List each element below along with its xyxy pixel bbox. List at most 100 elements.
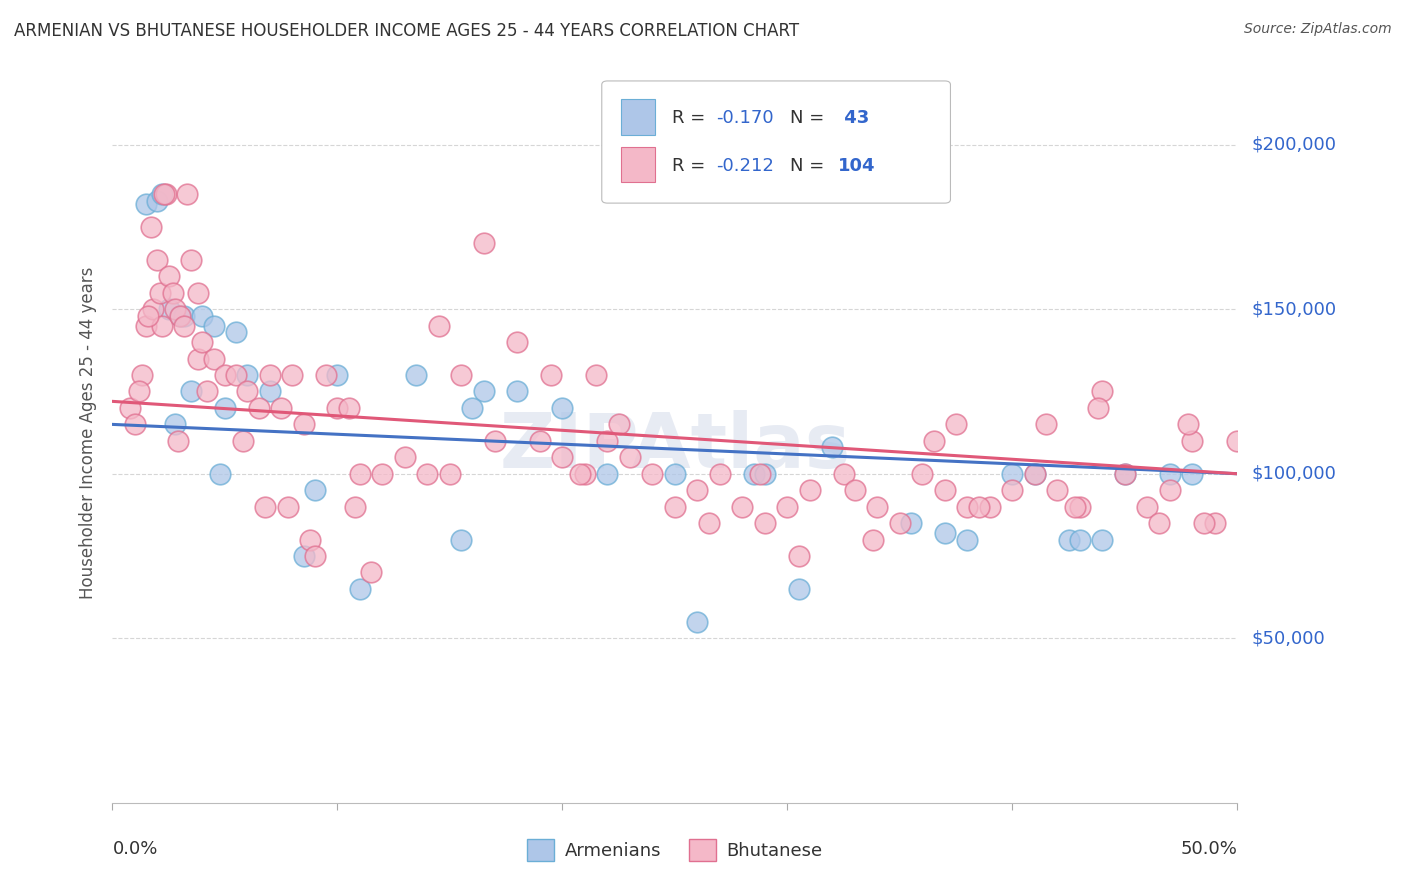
- Point: [1069, 500, 1091, 514]
- Point: [142, 302, 165, 317]
- Text: 43: 43: [838, 109, 869, 127]
- Point: [596, 434, 619, 448]
- Point: [259, 368, 281, 382]
- FancyBboxPatch shape: [621, 147, 655, 182]
- Point: [416, 467, 439, 481]
- Point: [731, 500, 754, 514]
- Point: [956, 533, 979, 547]
- Point: [1069, 533, 1091, 547]
- Point: [506, 335, 529, 350]
- Point: [150, 318, 173, 333]
- Point: [787, 549, 810, 563]
- Point: [922, 434, 945, 448]
- Point: [934, 483, 956, 498]
- Point: [146, 194, 169, 208]
- Point: [754, 467, 776, 481]
- Point: [461, 401, 484, 415]
- Point: [180, 384, 202, 399]
- FancyBboxPatch shape: [602, 81, 950, 203]
- Text: $100,000: $100,000: [1251, 465, 1336, 483]
- Point: [214, 368, 236, 382]
- Point: [1057, 533, 1080, 547]
- Point: [551, 401, 574, 415]
- Point: [214, 401, 236, 415]
- Point: [270, 401, 292, 415]
- Point: [787, 582, 810, 596]
- Point: [1087, 401, 1109, 415]
- Text: N =: N =: [790, 157, 830, 175]
- Point: [191, 309, 214, 323]
- Point: [956, 500, 979, 514]
- Point: [131, 368, 153, 382]
- Point: [450, 368, 472, 382]
- Point: [709, 467, 731, 481]
- Point: [1114, 467, 1136, 481]
- Point: [1046, 483, 1069, 498]
- Point: [866, 500, 889, 514]
- Text: ARMENIAN VS BHUTANESE HOUSEHOLDER INCOME AGES 25 - 44 YEARS CORRELATION CHART: ARMENIAN VS BHUTANESE HOUSEHOLDER INCOME…: [14, 22, 799, 40]
- Point: [304, 549, 326, 563]
- Point: [292, 417, 315, 432]
- Point: [315, 368, 337, 382]
- Point: [225, 325, 247, 339]
- Point: [349, 467, 371, 481]
- Point: [472, 384, 495, 399]
- Text: ZIPAtlas: ZIPAtlas: [499, 410, 851, 484]
- Point: [180, 252, 202, 267]
- Point: [529, 434, 551, 448]
- Point: [236, 384, 259, 399]
- Point: [277, 500, 299, 514]
- Point: [967, 500, 990, 514]
- Point: [150, 187, 173, 202]
- Point: [911, 467, 934, 481]
- Point: [1024, 467, 1046, 481]
- Point: [484, 434, 506, 448]
- Point: [776, 500, 799, 514]
- Legend: Armenians, Bhutanese: Armenians, Bhutanese: [520, 831, 830, 868]
- Point: [664, 467, 686, 481]
- Point: [686, 615, 709, 629]
- Point: [326, 401, 349, 415]
- Point: [135, 318, 157, 333]
- Point: [259, 384, 281, 399]
- Point: [128, 384, 150, 399]
- Point: [138, 309, 160, 323]
- Point: [1204, 516, 1226, 530]
- Point: [821, 441, 844, 455]
- Point: [1001, 483, 1024, 498]
- Point: [1091, 384, 1114, 399]
- Point: [124, 417, 146, 432]
- Point: [664, 500, 686, 514]
- Point: [405, 368, 427, 382]
- Point: [889, 516, 911, 530]
- Point: [187, 285, 209, 300]
- Text: 0.0%: 0.0%: [112, 840, 157, 858]
- Point: [166, 434, 188, 448]
- Text: 104: 104: [838, 157, 876, 175]
- Point: [900, 516, 922, 530]
- Point: [344, 500, 367, 514]
- Point: [292, 549, 315, 563]
- Point: [1136, 500, 1159, 514]
- Point: [139, 219, 162, 234]
- Text: N =: N =: [790, 109, 830, 127]
- Text: -0.212: -0.212: [717, 157, 775, 175]
- Point: [844, 483, 866, 498]
- Point: [120, 401, 142, 415]
- Point: [934, 526, 956, 541]
- Point: [1001, 467, 1024, 481]
- Point: [281, 368, 304, 382]
- Point: [749, 467, 772, 481]
- Point: [247, 401, 270, 415]
- Point: [326, 368, 349, 382]
- Point: [697, 516, 720, 530]
- Point: [394, 450, 416, 465]
- Point: [439, 467, 461, 481]
- Point: [742, 467, 765, 481]
- Text: R =: R =: [672, 109, 710, 127]
- Point: [165, 302, 187, 317]
- Point: [195, 384, 218, 399]
- Point: [596, 467, 619, 481]
- Point: [371, 467, 394, 481]
- Point: [146, 252, 169, 267]
